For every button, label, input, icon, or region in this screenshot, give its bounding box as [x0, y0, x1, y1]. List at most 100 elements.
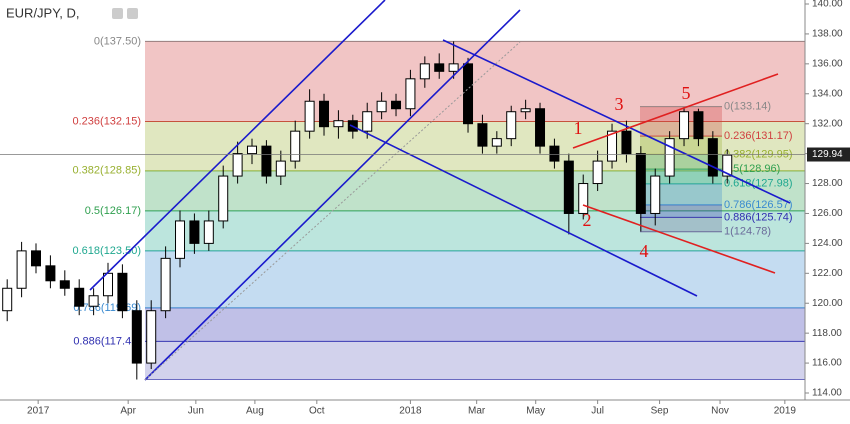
- fib-band: [640, 154, 722, 170]
- candle-body: [304, 100, 315, 132]
- fib-label: 0.5(128.96): [724, 163, 780, 175]
- x-tick-label: 2018: [399, 406, 422, 417]
- fib-label: 0.236(132.15): [73, 115, 142, 127]
- x-tick-label: Jul: [591, 406, 604, 417]
- candle-body: [434, 63, 445, 72]
- fib-label: 0(137.50): [94, 35, 141, 47]
- candle-body: [203, 220, 214, 244]
- candle-body: [635, 153, 646, 214]
- candle-body: [117, 272, 128, 312]
- fib-label: 0.886(125.74): [724, 211, 793, 223]
- candle-body: [146, 310, 157, 364]
- candle-body: [563, 160, 574, 214]
- x-tick-label: 2019: [774, 406, 797, 417]
- wave-label: 4: [640, 241, 649, 261]
- candle-body: [376, 100, 387, 113]
- trendline: [572, 73, 779, 149]
- y-tick-label: 140.00: [812, 0, 843, 10]
- y-tick-label: 114.00: [812, 388, 842, 399]
- trendline: [349, 124, 698, 297]
- y-tick-label: 128.00: [812, 178, 843, 189]
- fib-band: [145, 170, 805, 211]
- candle-body: [463, 63, 474, 125]
- candle-body: [405, 78, 416, 110]
- fib-band: [145, 307, 805, 342]
- candle-body: [607, 130, 618, 162]
- fib-label: 0.236(131.17): [724, 130, 793, 142]
- fib-band: [640, 204, 722, 218]
- chart-title: EUR/JPY, D,: [6, 5, 79, 20]
- y-tick-label: 122.00: [812, 268, 843, 279]
- x-tick-label: Aug: [246, 406, 264, 417]
- candle-body: [74, 287, 85, 307]
- candle-body: [103, 272, 114, 297]
- candles: [2, 41, 733, 380]
- fib-band: [145, 341, 805, 380]
- fib-band: [640, 183, 722, 205]
- y-tick-label: 120.00: [812, 298, 843, 309]
- x-tick-label: May: [526, 406, 545, 417]
- trendline: [442, 39, 791, 204]
- toolbar-icon[interactable]: [127, 8, 138, 19]
- candle-body: [549, 145, 560, 162]
- fib-label: 0(133.14): [724, 101, 771, 113]
- y-tick-label: 126.00: [812, 208, 843, 219]
- candle-body: [290, 130, 301, 162]
- fib-label: 0.5(126.17): [85, 205, 141, 217]
- x-tick-label: 2017: [27, 406, 50, 417]
- fib-bands: 0(137.50) 0.236(132.15) 0.382(128.85) 0.5(1…: [73, 35, 805, 381]
- candle-body: [520, 108, 531, 113]
- candle-body: [679, 111, 690, 140]
- candle-body: [2, 287, 13, 312]
- candle-body: [45, 265, 56, 282]
- fib-label: 0.382(128.85): [73, 165, 142, 177]
- candle-body: [419, 63, 430, 80]
- y-tick-label: 116.00: [812, 358, 842, 369]
- candle-body: [319, 100, 330, 128]
- x-tick-label: Jun: [188, 406, 204, 417]
- candle-body: [535, 108, 546, 147]
- fib-label: 0.618(123.50): [73, 245, 142, 257]
- candle-body: [578, 183, 589, 214]
- candle-body: [506, 111, 517, 140]
- y-tick-label: 134.00: [812, 88, 843, 99]
- candle-body: [218, 175, 229, 222]
- y-tick-label: 124.00: [812, 238, 843, 249]
- candle-body: [175, 220, 186, 259]
- candle-body: [621, 130, 632, 155]
- wave-label: 2: [583, 210, 592, 230]
- fib-band: [640, 169, 722, 184]
- candle-body: [160, 257, 171, 312]
- x-tick-label: Apr: [120, 406, 136, 417]
- candle-body: [333, 120, 344, 128]
- toolbar-icon[interactable]: [112, 8, 123, 19]
- y-tick-label: 136.00: [812, 58, 843, 69]
- candle-body: [16, 250, 27, 289]
- x-tick-label: Sep: [651, 406, 669, 417]
- candle-body: [664, 138, 675, 177]
- x-tick-label: Oct: [309, 406, 325, 417]
- trendline: [144, 41, 521, 381]
- y-tick-label: 118.00: [812, 328, 842, 339]
- candle-body: [362, 111, 373, 132]
- candle-body: [491, 138, 502, 147]
- wave-labels: 1 2 3 4 5: [574, 83, 691, 261]
- y-tick-label: 138.00: [812, 29, 843, 40]
- last-price-label: 129.94: [812, 149, 843, 160]
- candle-body: [275, 160, 286, 177]
- candle-body: [189, 220, 200, 244]
- candle-body: [247, 145, 258, 155]
- candle-body: [707, 138, 718, 177]
- last-price-tag: [807, 147, 850, 162]
- fib-label: 0.886(117.45): [73, 335, 141, 347]
- candle-body: [650, 175, 661, 214]
- candle-body: [693, 111, 704, 140]
- candle-body: [477, 123, 488, 147]
- wave-label: 1: [574, 118, 583, 138]
- candle-body: [722, 154, 733, 177]
- candle-body: [131, 310, 142, 364]
- candle-body: [232, 153, 243, 177]
- wave-label: 5: [682, 83, 691, 103]
- x-tick-label: Mar: [468, 406, 486, 417]
